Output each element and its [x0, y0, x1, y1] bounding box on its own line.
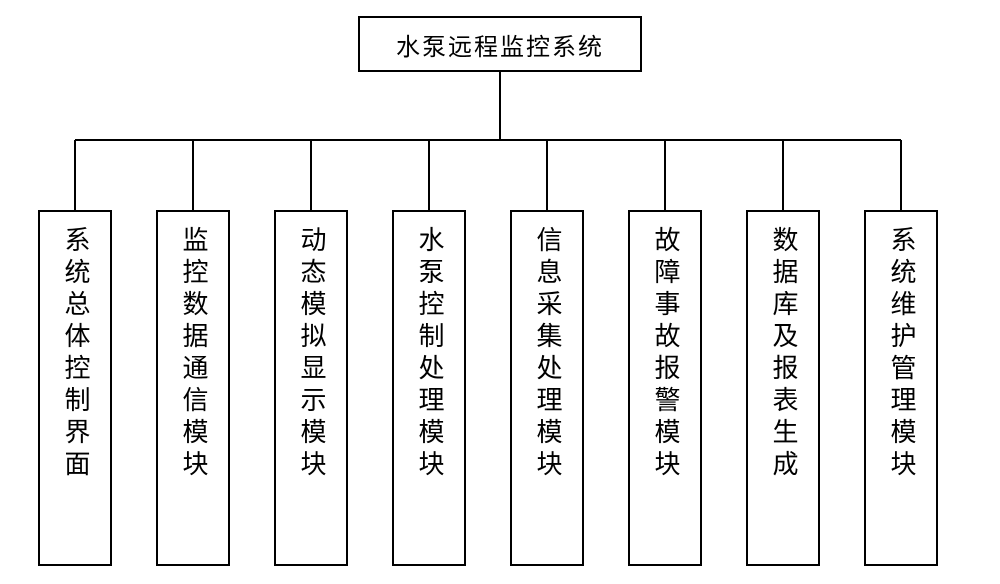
child-label: 信息采集处理模块	[534, 226, 560, 482]
child-node-3: 水泵控制处理模块	[392, 210, 466, 566]
child-label: 监控数据通信模块	[180, 226, 206, 482]
root-node: 水泵远程监控系统	[358, 16, 642, 72]
child-node-7: 系统维护管理模块	[864, 210, 938, 566]
child-node-1: 监控数据通信模块	[156, 210, 230, 566]
root-label: 水泵远程监控系统	[396, 27, 604, 62]
child-label: 动态模拟显示模块	[298, 226, 324, 482]
child-node-5: 故障事故报警模块	[628, 210, 702, 566]
child-label: 水泵控制处理模块	[416, 226, 442, 482]
child-node-0: 系统总体控制界面	[38, 210, 112, 566]
child-label: 故障事故报警模块	[652, 226, 678, 482]
child-label: 系统总体控制界面	[62, 226, 88, 482]
child-node-2: 动态模拟显示模块	[274, 210, 348, 566]
child-node-4: 信息采集处理模块	[510, 210, 584, 566]
tree-diagram: 水泵远程监控系统 系统总体控制界面 监控数据通信模块 动态模拟显示模块 水泵控制…	[0, 0, 1000, 584]
child-label: 数据库及报表生成	[770, 226, 796, 482]
child-label: 系统维护管理模块	[888, 226, 914, 482]
connector-lines	[0, 0, 1000, 584]
child-node-6: 数据库及报表生成	[746, 210, 820, 566]
